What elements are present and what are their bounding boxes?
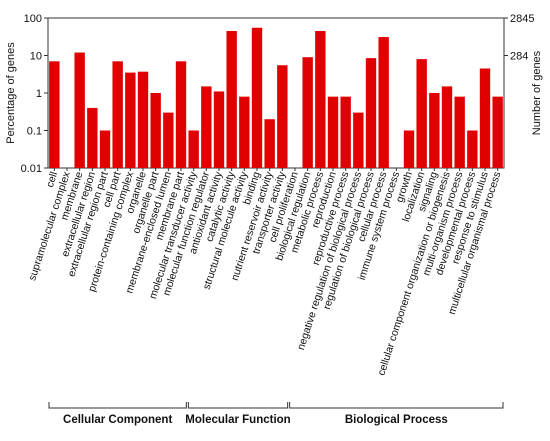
y-tick-label: 10 (30, 51, 42, 63)
bar (302, 57, 313, 168)
y-tick-label: 1 (36, 88, 42, 100)
bar (340, 96, 351, 168)
y-axis-label-right: Number of genes (531, 50, 543, 135)
bar (125, 72, 136, 168)
bar (251, 27, 263, 168)
y-tick-label: 0.1 (27, 126, 42, 138)
bar (492, 96, 503, 168)
bar (441, 86, 453, 168)
bar (137, 71, 149, 168)
bar (467, 130, 478, 168)
bar (429, 93, 440, 168)
bar (403, 130, 415, 168)
bar (416, 59, 427, 168)
y-ticks-right: 2845 284 (504, 13, 534, 63)
bar (353, 112, 364, 168)
group-label: Cellular Component (63, 414, 172, 426)
group-bracket (187, 402, 289, 409)
bar (479, 68, 491, 168)
bar (239, 96, 250, 168)
y-ticks: 100 10 1 0.1 0.01 (21, 13, 48, 175)
y-right-tick-label: 2845 (510, 13, 534, 25)
group-bracket (48, 402, 187, 409)
bar (315, 31, 326, 168)
bar (87, 107, 98, 168)
bar (112, 61, 123, 168)
bar (163, 112, 174, 168)
y-tick-label: 0.01 (21, 163, 42, 175)
bar (175, 61, 187, 168)
bar (201, 86, 212, 168)
bar (188, 130, 199, 168)
group-label: Molecular Function (185, 414, 290, 426)
bar (365, 58, 377, 168)
bar (454, 96, 465, 168)
bar (213, 91, 225, 168)
bar (150, 93, 161, 168)
bar (327, 96, 339, 168)
y-axis-label-left: Percentage of genes (5, 42, 17, 144)
bars (49, 27, 503, 169)
y-right-tick-label: 284 (510, 51, 528, 63)
category-label: cell (44, 170, 60, 189)
bar (226, 31, 237, 168)
y-tick-label: 100 (24, 13, 42, 25)
bar (264, 119, 275, 168)
bar (99, 130, 111, 168)
bar (74, 52, 85, 169)
group-brackets: Cellular Component Molecular Function Biol… (48, 402, 504, 426)
bar (49, 61, 60, 168)
bar (378, 37, 389, 168)
group-bracket (289, 402, 504, 409)
bar (277, 65, 288, 168)
group-label: Biological Process (345, 414, 448, 426)
